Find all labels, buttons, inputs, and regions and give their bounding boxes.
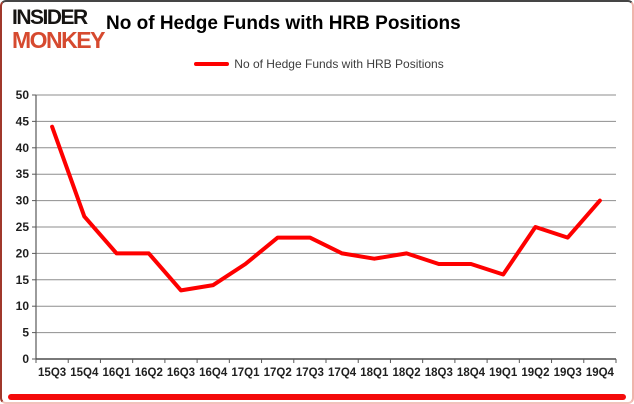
x-axis-tick-label: 18Q1: [360, 367, 389, 379]
y-axis-tick-label: 50: [16, 88, 30, 102]
logo-text-insider: INSIDER: [12, 6, 88, 29]
line-chart-canvas: 0 5 10 15 20 25 30 35 40 45 50 15Q3 15Q4 16Q1 16Q2 16Q3…: [16, 88, 617, 379]
y-axis-tick-label: 45: [16, 114, 30, 128]
x-axis-tick-label: 19Q2: [521, 367, 549, 379]
x-axis-tick-label: 19Q1: [489, 367, 518, 379]
x-axis-tick-label: 16Q4: [199, 367, 228, 379]
y-axis-tick-label: 20: [16, 246, 30, 260]
x-axis-tick-label: 15Q4: [70, 367, 99, 379]
logo-text-monkey: MONKEY: [12, 27, 105, 53]
y-axis-tick-label: 40: [16, 141, 30, 155]
x-axis-tick-label: 16Q3: [167, 367, 195, 379]
x-axis-tick-label: 18Q4: [457, 367, 486, 379]
x-axis-tick-label: 16Q1: [102, 367, 131, 379]
chart-title: No of Hedge Funds with HRB Positions: [106, 13, 461, 34]
y-axis-tick-label: 15: [16, 273, 30, 287]
y-axis-tick-label: 10: [16, 299, 30, 313]
y-axis-tick-label: 0: [22, 352, 29, 366]
x-axis-tick-label: 18Q3: [425, 367, 453, 379]
y-axis-tick-label: 5: [22, 326, 29, 340]
x-axis-tick-label: 19Q3: [554, 367, 582, 379]
x-axis-tick-label: 17Q4: [328, 367, 357, 379]
legend-series-label: No of Hedge Funds with HRB Positions: [234, 57, 444, 71]
data-series-line: [50, 124, 602, 293]
x-axis-tick-label: 17Q1: [231, 367, 260, 379]
legend: No of Hedge Funds with HRB Positions: [2, 57, 632, 71]
y-axis-tick-label: 30: [16, 194, 30, 208]
x-axis-tick-label: 16Q2: [135, 367, 163, 379]
insider-monkey-logo: INSIDER MONKEY: [12, 6, 105, 53]
y-axis-tick-label: 25: [16, 220, 30, 234]
x-axis-tick-label: 17Q2: [264, 367, 292, 379]
x-axis-tick-label: 19Q4: [586, 367, 615, 379]
legend-line-swatch: [194, 62, 230, 66]
x-axis-tick-label: 15Q3: [38, 367, 66, 379]
x-axis-tick-label: 18Q2: [392, 367, 420, 379]
y-axis-tick-label: 35: [16, 167, 30, 181]
x-axis-tick-label: 17Q3: [296, 367, 324, 379]
bottom-red-bar: [8, 394, 626, 400]
